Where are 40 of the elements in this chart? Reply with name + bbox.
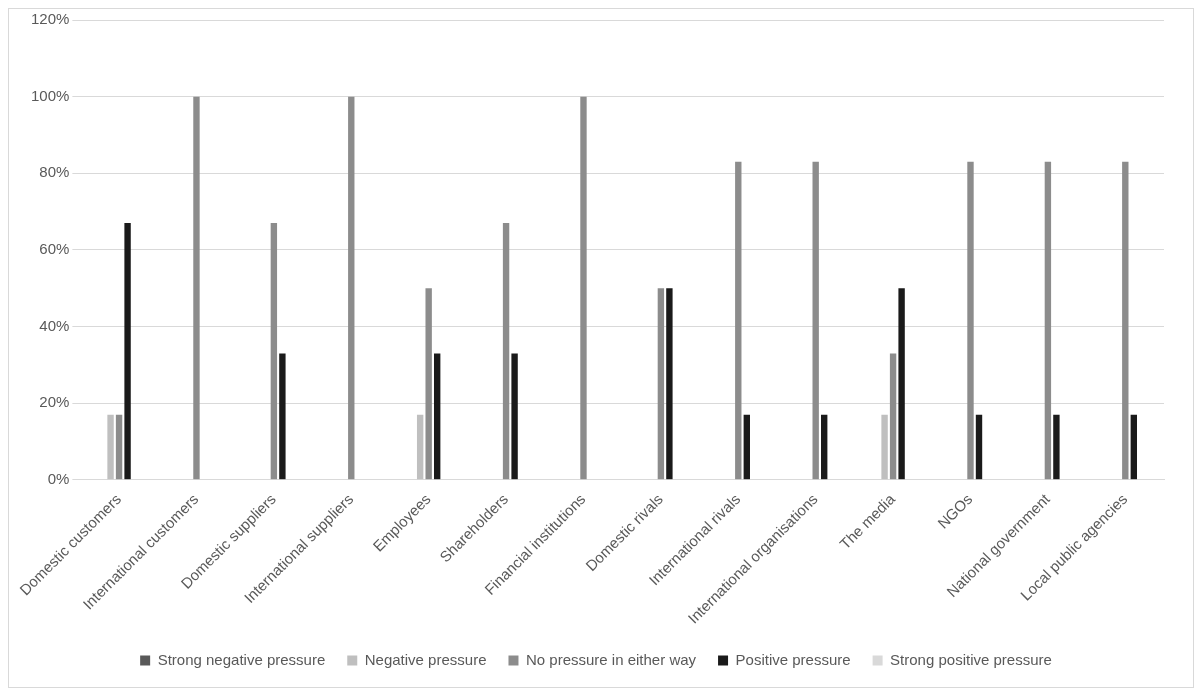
bar [889, 353, 897, 480]
bar [425, 288, 432, 480]
y-tick-label: 20% [39, 393, 70, 411]
bar [657, 288, 665, 480]
bar [967, 161, 974, 480]
bar [348, 96, 355, 480]
bar [898, 288, 905, 480]
bar [107, 414, 114, 480]
legend-label: Negative pressure [364, 650, 487, 668]
bar [812, 161, 819, 480]
y-tick-label: 40% [39, 316, 70, 334]
bar [881, 414, 888, 480]
bar [1130, 414, 1138, 480]
bar [735, 161, 742, 480]
bar [743, 414, 750, 480]
bar [821, 414, 828, 480]
legend-label: No pressure in either way [525, 650, 697, 668]
y-tick-label: 0% [47, 470, 70, 487]
bar [511, 353, 518, 480]
legend-label: Strong positive pressure [890, 650, 1052, 668]
bar [1122, 161, 1129, 480]
y-tick-label: 120% [30, 10, 70, 28]
bar [502, 223, 510, 480]
y-tick-label: 100% [30, 86, 70, 104]
bar [580, 96, 587, 480]
bar [1053, 414, 1060, 480]
bar [124, 223, 131, 480]
bar [666, 288, 673, 480]
bar [193, 96, 200, 480]
bar [1044, 161, 1052, 480]
bar [270, 223, 278, 480]
bar [279, 353, 286, 480]
bar [115, 414, 123, 480]
bar [975, 414, 983, 480]
bar [434, 353, 441, 480]
legend-label: Positive pressure [735, 650, 851, 668]
bar [416, 414, 424, 480]
y-tick-label: 80% [39, 163, 70, 181]
legend-label: Strong negative pressure [157, 650, 326, 668]
y-tick-label: 60% [39, 240, 70, 258]
